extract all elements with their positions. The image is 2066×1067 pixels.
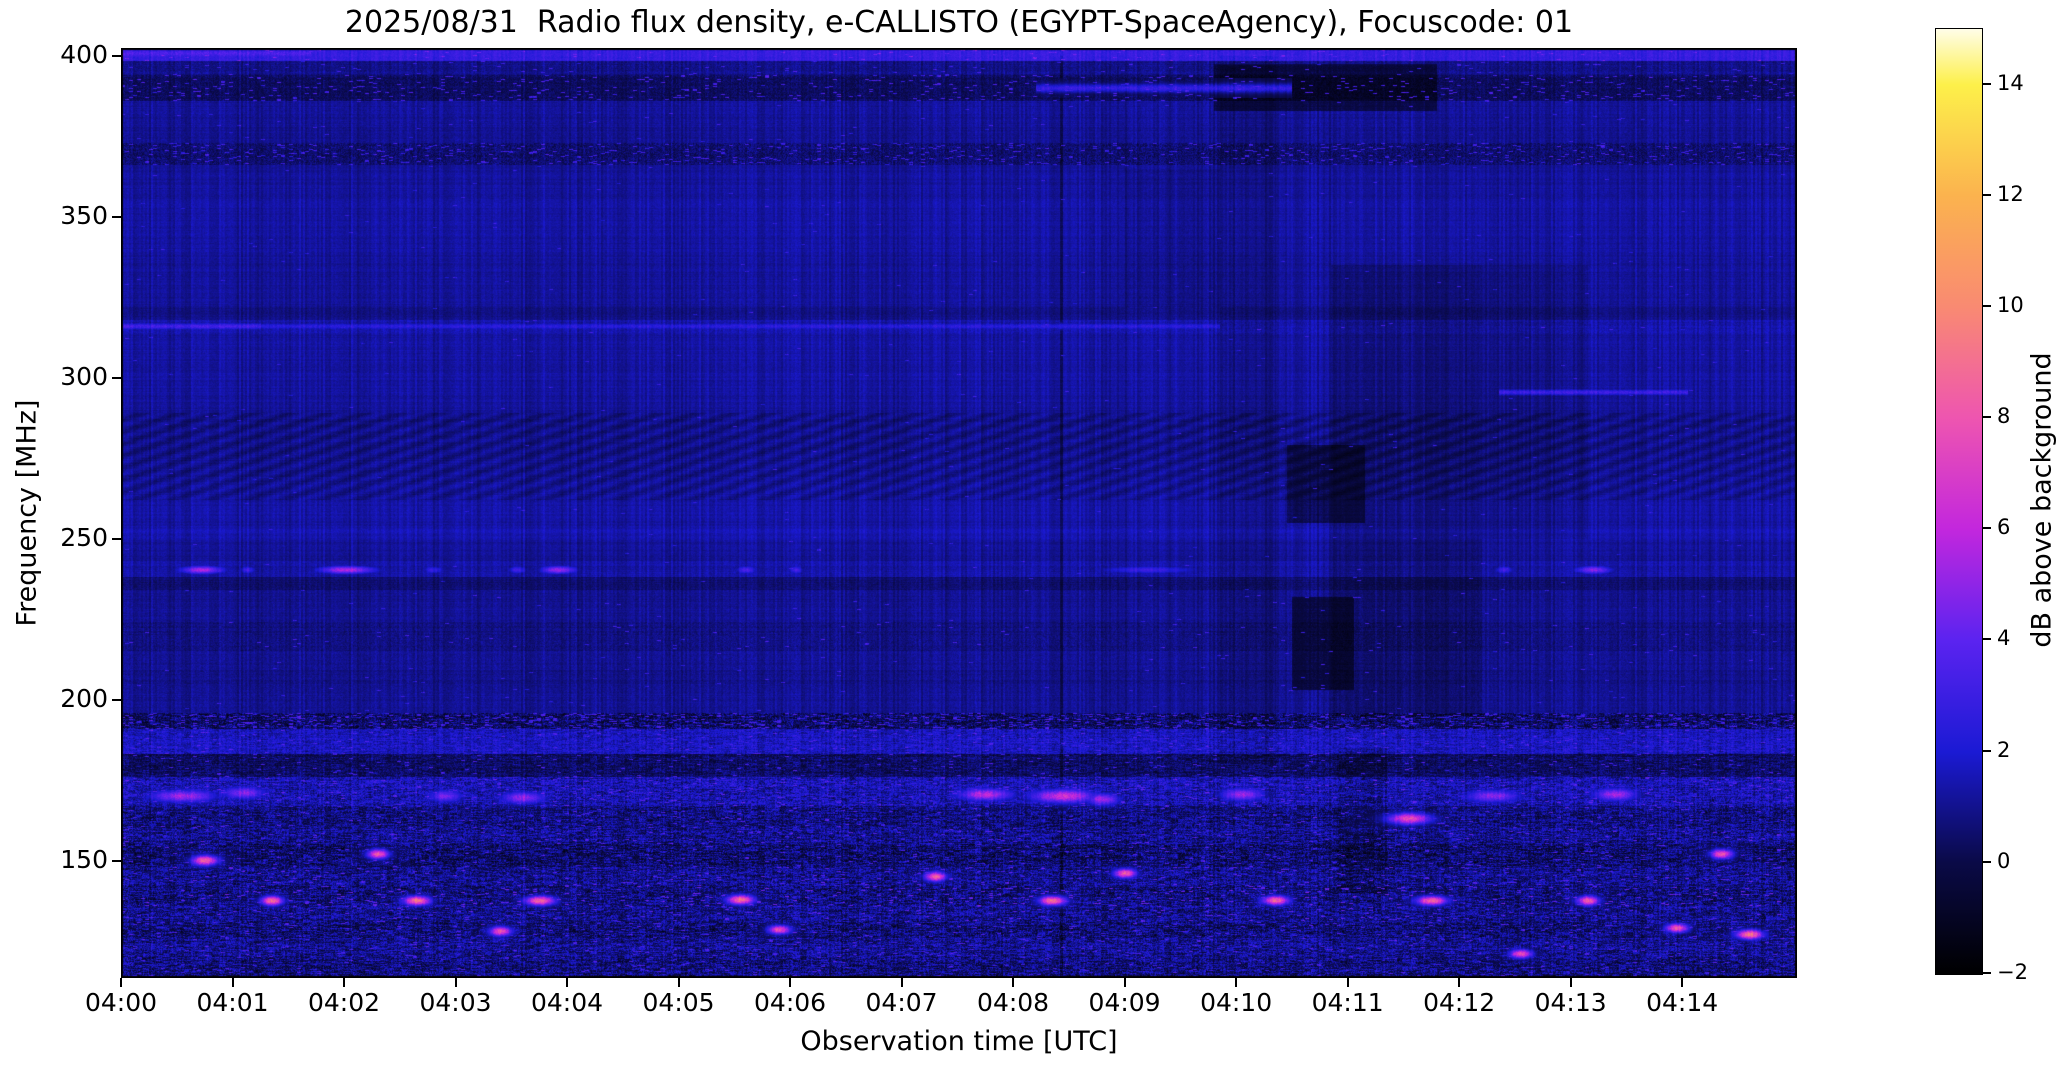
y-tick-mark	[112, 698, 121, 701]
x-tick-label: 04:08	[977, 988, 1050, 1017]
y-tick-mark	[112, 55, 121, 58]
x-tick-mark	[1458, 978, 1461, 987]
colorbar-tick-mark	[1983, 749, 1991, 752]
spectrogram-canvas	[121, 48, 1797, 978]
y-axis-label: Frequency [MHz]	[11, 399, 43, 627]
spectrogram-plot-area	[121, 48, 1797, 978]
colorbar-tick-mark	[1983, 193, 1991, 196]
x-tick-mark	[1569, 978, 1572, 987]
colorbar-tick-label: 10	[1997, 292, 2024, 317]
colorbar-tick-label: 12	[1997, 181, 2024, 206]
x-tick-mark	[1681, 978, 1684, 987]
y-tick-mark	[112, 537, 121, 540]
x-tick-label: 04:14	[1646, 988, 1719, 1017]
colorbar-label: dB above background	[2026, 352, 2058, 648]
y-tick-label: 400	[60, 40, 108, 70]
colorbar-tick-mark	[1983, 972, 1991, 974]
x-tick-mark	[677, 978, 680, 987]
colorbar-tick-label: 6	[1997, 515, 2011, 540]
colorbar	[1935, 28, 1983, 975]
y-tick-mark	[112, 376, 121, 379]
colorbar-tick-label: 4	[1997, 626, 2011, 651]
x-tick-label: 04:02	[307, 988, 381, 1017]
x-tick-mark	[454, 978, 457, 987]
y-tick-label: 150	[60, 844, 108, 874]
x-tick-mark	[343, 978, 346, 987]
colorbar-tick-mark	[1983, 304, 1991, 307]
y-tick-label: 350	[60, 200, 108, 230]
x-tick-label: 04:01	[196, 988, 269, 1017]
x-tick-mark	[566, 978, 569, 987]
colorbar-tick-mark	[1983, 416, 1991, 419]
colorbar-tick-mark	[1983, 638, 1991, 641]
x-tick-label: 04:03	[419, 988, 492, 1017]
x-tick-label: 04:05	[642, 988, 715, 1017]
y-tick-label: 300	[60, 361, 108, 391]
colorbar-tick-label: 8	[1997, 404, 2011, 429]
y-tick-label: 250	[60, 522, 108, 552]
x-tick-mark	[1012, 978, 1015, 987]
colorbar-tick-mark	[1983, 82, 1991, 85]
y-tick-mark	[112, 859, 121, 862]
colorbar-tick-label: 14	[1997, 70, 2024, 95]
x-tick-mark	[789, 978, 792, 987]
x-tick-label: 04:07	[865, 988, 938, 1017]
x-tick-mark	[1235, 978, 1238, 987]
x-tick-mark	[1123, 978, 1126, 987]
x-tick-label: 04:06	[754, 988, 827, 1017]
y-tick-mark	[112, 215, 121, 218]
x-tick-mark	[1346, 978, 1349, 987]
x-tick-label: 04:09	[1088, 988, 1161, 1017]
x-tick-label: 04:11	[1311, 988, 1384, 1017]
x-axis-label: Observation time [UTC]	[800, 1026, 1118, 1057]
colorbar-tick-label: 2	[1997, 737, 2011, 762]
x-tick-label: 04:00	[84, 988, 158, 1017]
x-tick-label: 04:13	[1534, 988, 1607, 1017]
x-tick-label: 04:12	[1423, 988, 1496, 1017]
colorbar-tick-label: −2	[1997, 960, 2028, 984]
x-tick-label: 04:04	[531, 988, 604, 1017]
chart-title: 2025/08/31 Radio flux density, e-CALLIST…	[344, 5, 1574, 40]
colorbar-tick-mark	[1983, 527, 1991, 530]
x-tick-mark	[231, 978, 234, 987]
x-tick-label: 04:10	[1200, 988, 1273, 1017]
x-tick-mark	[900, 978, 903, 987]
colorbar-tick-label: 0	[1997, 848, 2011, 873]
colorbar-tick-mark	[1983, 860, 1991, 863]
y-tick-label: 200	[60, 683, 108, 713]
x-tick-mark	[120, 978, 122, 987]
